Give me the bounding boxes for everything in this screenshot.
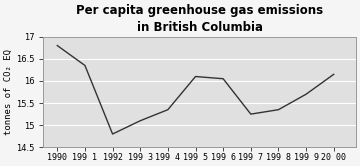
Title: Per capita greenhouse gas emissions
in British Columbia: Per capita greenhouse gas emissions in B… [76,4,323,34]
Y-axis label: tonnes of CO₂ EQ: tonnes of CO₂ EQ [4,49,13,135]
